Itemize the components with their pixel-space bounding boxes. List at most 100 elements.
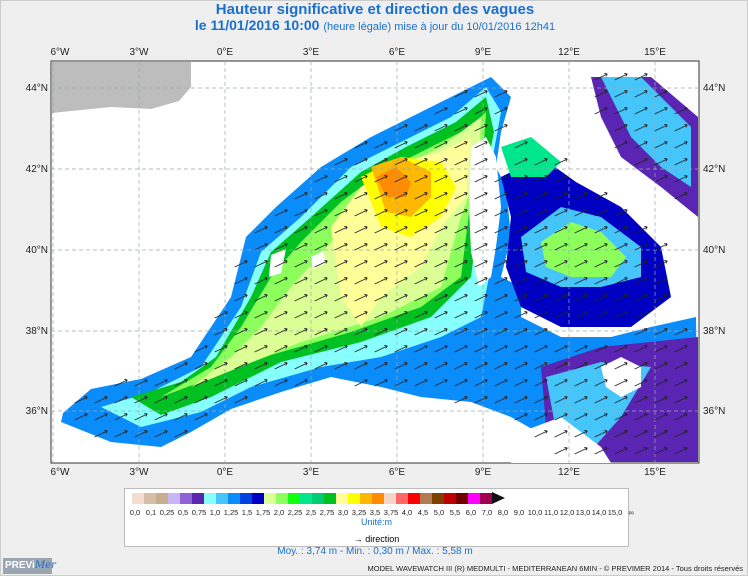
direction-arrow-icon [634,413,648,421]
direction-arrow-icon [314,277,328,285]
direction-arrow-icon [654,277,668,285]
direction-arrow-icon [594,379,608,387]
direction-arrow-icon [374,141,388,149]
lat-label-left: 44°N [26,83,48,94]
direction-arrow-icon [214,379,228,387]
direction-arrow-icon [614,260,628,268]
direction-arrow-icon [474,277,488,285]
direction-arrow-icon [254,277,268,285]
direction-arrow-icon [494,226,508,234]
direction-arrow-icon [614,311,628,319]
legend-swatch [144,493,156,504]
wave-height-map[interactable]: 6°W 3°W 0°E 3°E 6°E 9°E 12°E 15°E 6°W 3°… [1,37,748,477]
direction-arrow-icon [514,209,528,217]
direction-arrow-icon [494,124,508,132]
direction-arrow-icon [434,345,448,353]
direction-arrow-icon [314,328,328,336]
color-legend: 0,0 0,1 0,25 0,5 0,75 1,0 1,25 1,5 1,75 2,0 2,25 2,… [124,488,634,547]
direction-arrow-icon [554,447,568,455]
lat-label-left: 42°N [26,164,48,175]
direction-arrow-icon [414,362,428,370]
lat-label-right: 40°N [703,245,725,256]
lon-label-bottom: 3°E [303,467,320,477]
lon-label-top: 0°E [217,47,234,58]
legend-tick: 2,5 [305,508,317,517]
direction-arrow-icon [474,243,488,251]
direction-arrow-icon [214,362,228,370]
direction-arrow-icon [514,396,528,404]
direction-arrow-icon [394,362,408,370]
lat-label-right: 38°N [703,326,725,337]
direction-arrow-icon [454,260,468,268]
direction-arrow-icon [654,328,668,336]
direction-arrow-icon [594,260,608,268]
direction-arrow-icon [674,379,688,387]
lon-label-bottom: 12°E [558,467,580,477]
direction-arrow-icon [74,413,88,421]
legend-swatch [384,493,396,504]
direction-arrow-icon [454,277,468,285]
direction-arrow-icon [494,328,508,336]
direction-arrow-icon [314,175,328,183]
direction-arrow-icon [394,260,408,268]
direction-arrow-icon [574,243,588,251]
legend-swatch [216,493,228,504]
lon-label-top: 12°E [558,47,580,58]
direction-arrow-icon [594,73,608,81]
direction-arrow-icon [614,277,628,285]
direction-arrow-icon [554,413,568,421]
direction-arrow-icon [494,311,508,319]
direction-arrow-icon [294,260,308,268]
previmer-logo[interactable]: PREViMer [3,558,56,574]
direction-arrow-icon [214,396,228,404]
direction-arrow-icon [294,277,308,285]
direction-arrow-icon [394,345,408,353]
direction-arrow-icon [274,226,288,234]
direction-arrow-icon [554,294,568,302]
direction-arrow-icon [394,209,408,217]
legend-swatch [348,493,360,504]
direction-arrow-icon [434,294,448,302]
direction-arrow-icon [254,243,268,251]
legend-swatch [180,493,192,504]
direction-arrow-icon [414,260,428,268]
direction-arrow-icon [674,362,688,370]
direction-arrow-icon [254,362,268,370]
direction-arrow-icon [374,294,388,302]
legend-tick: 14,0 [591,508,607,517]
direction-arrow-icon [654,158,668,166]
mallorca [269,249,286,277]
direction-arrow-icon [274,277,288,285]
legend-tick: 2,75 [319,508,335,517]
direction-arrow-icon [554,379,568,387]
direction-arrow-icon [534,379,548,387]
lon-label-top: 15°E [644,47,666,58]
direction-arrow-icon [534,277,548,285]
direction-arrow-icon [574,209,588,217]
direction-arrow-icon [254,328,268,336]
direction-arrow-icon [494,294,508,302]
direction-arrow-icon [174,379,188,387]
direction-arrow-icon [114,379,128,387]
direction-arrow-icon [434,362,448,370]
direction-arrow-icon [654,124,668,132]
direction-arrow-icon [514,226,528,234]
direction-arrow-icon [634,243,648,251]
direction-arrow-icon [594,362,608,370]
direction-arrow-icon [574,396,588,404]
direction-arrow-icon [574,311,588,319]
direction-arrow-icon [554,226,568,234]
direction-arrow-icon [374,362,388,370]
direction-arrow-icon [594,430,608,438]
direction-arrow-icon [454,311,468,319]
legend-tick: 0,0 [129,508,141,517]
direction-arrow-icon [354,141,368,149]
lon-label-top: 3°E [303,47,320,58]
legend-tick: 0,1 [145,508,157,517]
direction-arrow-icon [314,311,328,319]
direction-arrow-icon [414,124,428,132]
direction-arrow-icon [454,328,468,336]
direction-arrow-icon [474,90,488,98]
legend-tick: 12,0 [559,508,575,517]
direction-arrow-icon [634,90,648,98]
